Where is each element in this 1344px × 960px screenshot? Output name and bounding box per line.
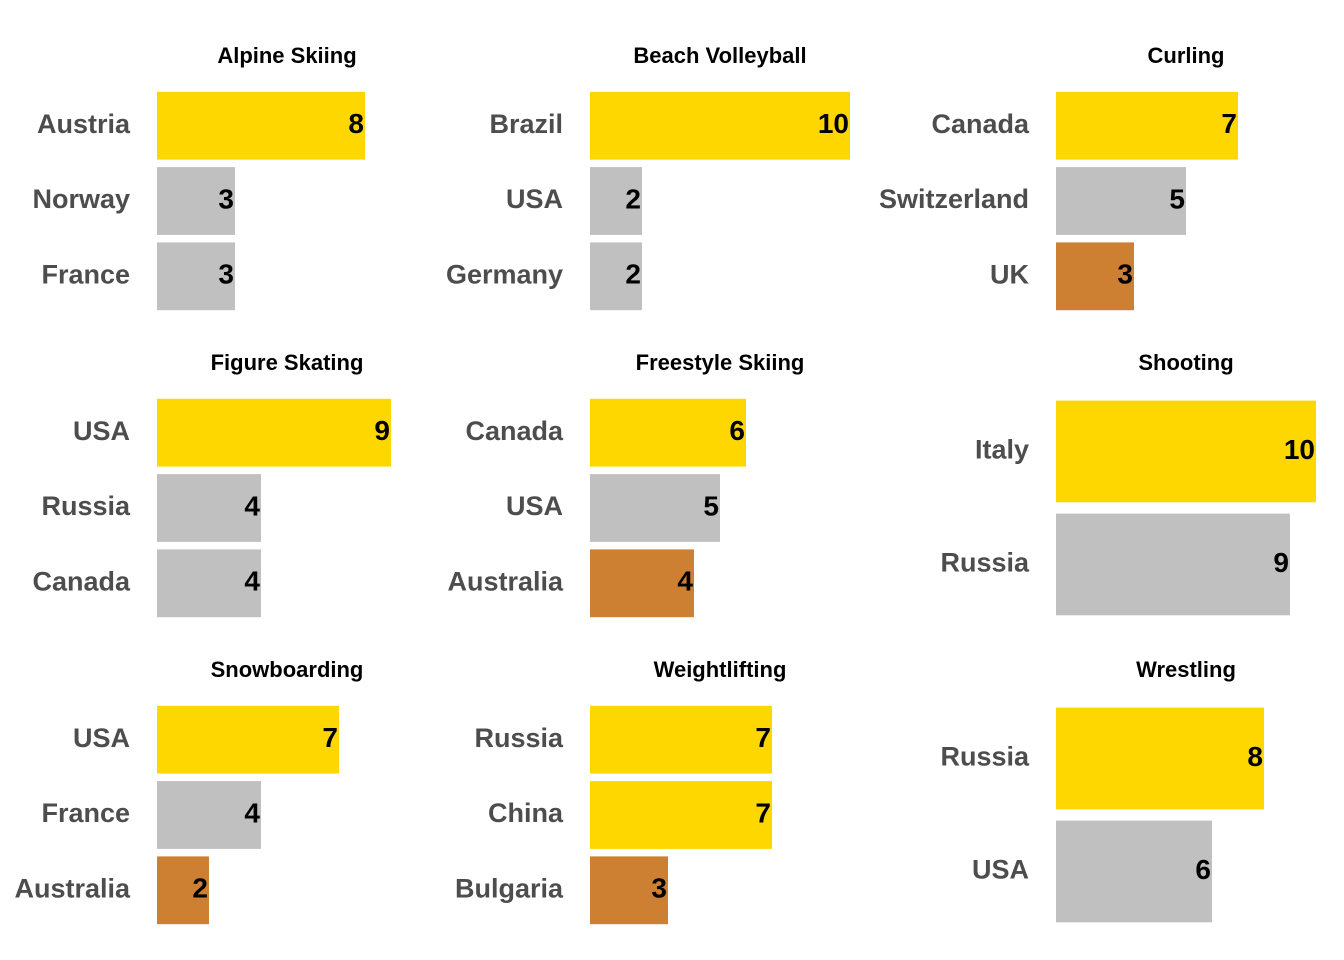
value-label: 10 [818, 108, 849, 139]
value-label: 4 [244, 566, 260, 597]
value-label: 3 [1117, 259, 1133, 290]
panel-title: Curling [1148, 43, 1225, 68]
category-label: USA [73, 416, 130, 446]
category-label: Australia [14, 873, 131, 903]
value-label: 9 [374, 415, 390, 446]
category-label: Russia [41, 491, 131, 521]
panel-alpine-skiing: Alpine Skiing Austria 8 Norway 3 France 3 [32, 43, 365, 311]
panel-title: Freestyle Skiing [636, 350, 805, 375]
panel-title: Wrestling [1136, 657, 1236, 682]
category-label: USA [506, 184, 563, 214]
bar [157, 398, 391, 467]
value-label: 4 [244, 797, 260, 828]
bar [1056, 820, 1212, 923]
value-label: 4 [677, 566, 693, 597]
value-label: 5 [703, 490, 719, 521]
value-label: 4 [244, 490, 260, 521]
category-label: UK [990, 259, 1029, 289]
value-label: 7 [755, 722, 771, 753]
panel-title: Alpine Skiing [217, 43, 356, 68]
bar [590, 856, 668, 925]
value-label: 2 [192, 873, 208, 904]
category-label: USA [73, 723, 130, 753]
bar [590, 167, 642, 235]
category-label: USA [506, 491, 563, 521]
panel-curling: Curling Canada 7 Switzerland 5 UK 3 [879, 43, 1238, 311]
bar [1056, 91, 1238, 160]
category-label: Germany [446, 259, 563, 289]
panel-wrestling: Wrestling Russia 8 USA 6 [940, 657, 1264, 923]
bar [157, 91, 365, 160]
panel-title: Figure Skating [211, 350, 364, 375]
panel-figure-skating: Figure Skating USA 9 Russia 4 Canada 4 [32, 350, 391, 618]
category-label: USA [972, 855, 1029, 885]
bar [157, 705, 339, 774]
category-label: Canada [465, 416, 564, 446]
value-label: 7 [1221, 108, 1237, 139]
category-label: Switzerland [879, 184, 1029, 214]
bar [1056, 242, 1134, 311]
value-label: 7 [322, 722, 338, 753]
bar [157, 242, 235, 311]
value-label: 2 [625, 183, 641, 214]
category-label: Russia [940, 548, 1030, 578]
bar [1056, 513, 1290, 616]
panel-shooting: Shooting Italy 10 Russia 9 [940, 350, 1316, 616]
bar [590, 705, 772, 774]
bar [1056, 400, 1316, 503]
category-label: Austria [37, 109, 131, 139]
bar [157, 781, 261, 849]
category-label: Bulgaria [455, 873, 564, 903]
panel-title: Beach Volleyball [633, 43, 806, 68]
bar [590, 549, 694, 618]
category-label: China [488, 798, 564, 828]
value-label: 6 [729, 415, 745, 446]
panel-title: Shooting [1138, 350, 1233, 375]
panel-title: Weightlifting [654, 657, 787, 682]
category-label: Norway [32, 184, 130, 214]
bar [157, 474, 261, 542]
panel-snowboarding: Snowboarding USA 7 France 4 Australia 2 [14, 657, 364, 925]
value-label: 10 [1284, 434, 1315, 465]
panel-title: Snowboarding [211, 657, 364, 682]
value-label: 3 [651, 873, 667, 904]
value-label: 3 [218, 183, 234, 214]
category-label: Russia [940, 742, 1030, 772]
value-label: 9 [1273, 547, 1289, 578]
bar [157, 549, 261, 618]
category-label: Canada [931, 109, 1030, 139]
category-label: France [41, 259, 130, 289]
category-label: Brazil [489, 109, 563, 139]
value-label: 8 [348, 108, 364, 139]
category-label: Russia [474, 723, 564, 753]
category-label: France [41, 798, 130, 828]
value-label: 7 [755, 797, 771, 828]
value-label: 6 [1195, 854, 1211, 885]
bar [1056, 707, 1264, 810]
bar [590, 91, 850, 160]
bar [590, 242, 642, 311]
bar [590, 781, 772, 849]
bar [590, 474, 720, 542]
value-label: 2 [625, 259, 641, 290]
value-label: 5 [1169, 183, 1185, 214]
value-label: 3 [218, 259, 234, 290]
panel-freestyle-skiing: Freestyle Skiing Canada 6 USA 5 Australia 4 [447, 350, 805, 618]
panel-weightlifting: Weightlifting Russia 7 China 7 Bulgaria 3 [455, 657, 787, 925]
bar [157, 167, 235, 235]
panel-beach-volleyball: Beach Volleyball Brazil 10 USA 2 Germany 2 [446, 43, 850, 311]
category-label: Canada [32, 566, 131, 596]
value-label: 8 [1247, 741, 1263, 772]
bar [1056, 167, 1186, 235]
category-label: Italy [975, 435, 1029, 465]
category-label: Australia [447, 566, 564, 596]
bar [157, 856, 209, 925]
bar [590, 398, 746, 467]
